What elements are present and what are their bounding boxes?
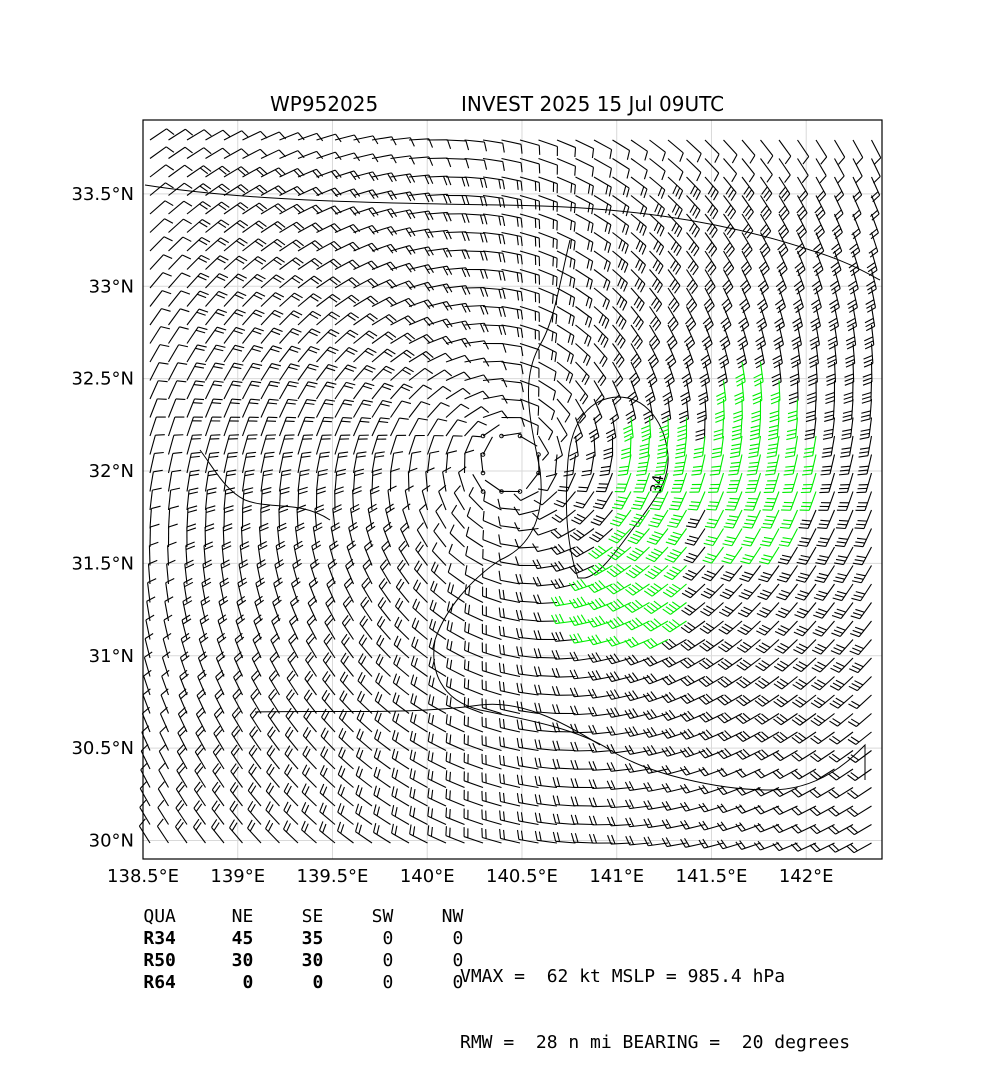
stats-vmax-mslp: VMAX = 62 kt MSLP = 985.4 hPa xyxy=(460,966,850,988)
r50-se: 30 xyxy=(253,950,323,972)
r64-sw: 0 xyxy=(323,972,393,994)
stats-rmw-bearing: RMW = 28 n mi BEARING = 20 degrees xyxy=(460,1032,850,1054)
r50-ne: 30 xyxy=(183,950,253,972)
y-tick-label: 33°N xyxy=(89,276,134,297)
x-tick-label: 142°E xyxy=(779,866,834,887)
y-tick-label: 32.5°N xyxy=(71,369,134,390)
storm-stats: VMAX = 62 kt MSLP = 985.4 hPa RMW = 28 n… xyxy=(460,922,850,1076)
x-tick-label: 140.5°E xyxy=(486,866,558,887)
r64-se: 0 xyxy=(253,972,323,994)
row-label-r50: R50 xyxy=(143,950,183,972)
y-tick-label: 31°N xyxy=(89,646,134,667)
r34-se: 35 xyxy=(253,928,323,950)
r34-sw: 0 xyxy=(323,928,393,950)
y-axis-ticks: 30°N 30.5°N 31°N 31.5°N 32°N 32.5°N 33°N 33.5°N xyxy=(71,184,134,852)
y-tick-label: 30°N xyxy=(89,831,134,852)
y-tick-label: 33.5°N xyxy=(71,184,134,205)
r64-ne: 0 xyxy=(183,972,253,994)
table-header-qua: QUA xyxy=(143,906,183,928)
x-tick-label: 141.5°E xyxy=(676,866,748,887)
table-header-nw: NW xyxy=(393,906,463,928)
table-header-se: SE xyxy=(253,906,323,928)
y-tick-label: 32°N xyxy=(89,461,134,482)
r50-sw: 0 xyxy=(323,950,393,972)
invest-subtitle: INVEST 2025 15 Jul 09UTC xyxy=(461,92,724,116)
table-header-ne: NE xyxy=(183,906,253,928)
r50-nw: 0 xyxy=(393,950,463,972)
row-label-r64: R64 xyxy=(143,972,183,994)
r34-nw: 0 xyxy=(393,928,463,950)
row-label-r34: R34 xyxy=(143,928,183,950)
r34-ne: 45 xyxy=(183,928,253,950)
x-tick-label: 141°E xyxy=(589,866,644,887)
storm-id-title: WP952025 xyxy=(270,92,378,116)
y-tick-label: 31.5°N xyxy=(71,553,134,574)
table-header-sw: SW xyxy=(323,906,393,928)
r64-nw: 0 xyxy=(393,972,463,994)
y-tick-label: 30.5°N xyxy=(71,738,134,759)
